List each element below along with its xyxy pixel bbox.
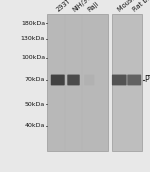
Text: 40kDa: 40kDa [25,123,45,128]
Text: 130kDa: 130kDa [21,36,45,41]
Text: 50kDa: 50kDa [25,101,45,107]
FancyBboxPatch shape [84,75,94,85]
Text: Rat brain: Rat brain [132,0,150,13]
Bar [112,14,142,151]
Bar [46,14,108,151]
FancyBboxPatch shape [127,75,141,85]
FancyBboxPatch shape [51,75,65,85]
Text: PTPRN: PTPRN [144,76,150,84]
Text: 70kDa: 70kDa [25,77,45,83]
Text: 293T: 293T [55,0,72,13]
FancyBboxPatch shape [67,75,80,85]
Text: Mouse brain: Mouse brain [117,0,150,13]
Text: NIH/3T3: NIH/3T3 [71,0,95,13]
Text: 100kDa: 100kDa [21,55,45,60]
Text: 180kDa: 180kDa [21,21,45,26]
FancyBboxPatch shape [112,75,127,85]
Text: Raji: Raji [87,0,100,13]
